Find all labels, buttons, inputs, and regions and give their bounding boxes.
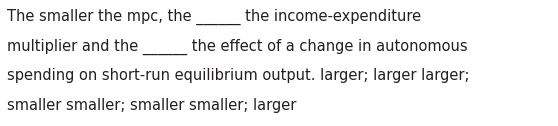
Text: smaller smaller; smaller smaller; larger: smaller smaller; smaller smaller; larger	[7, 98, 297, 113]
Text: spending on short-run equilibrium output. larger; larger larger;: spending on short-run equilibrium output…	[7, 68, 470, 83]
Text: The smaller the mpc, the ______ the income-expenditure: The smaller the mpc, the ______ the inco…	[7, 9, 421, 25]
Text: multiplier and the ______ the effect of a change in autonomous: multiplier and the ______ the effect of …	[7, 38, 468, 55]
